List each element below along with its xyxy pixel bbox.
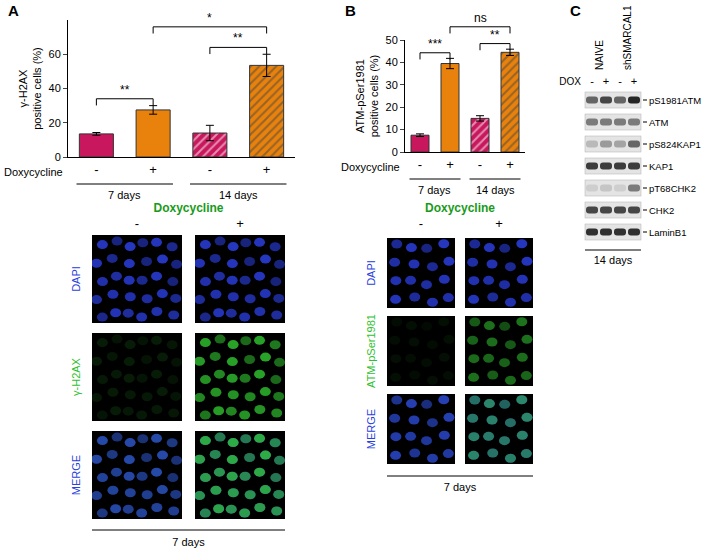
svg-text:MERGE: MERGE	[70, 455, 82, 495]
svg-text:30: 30	[386, 79, 398, 91]
svg-text:-: -	[135, 216, 139, 231]
svg-text:-: -	[419, 216, 423, 231]
svg-text:*: *	[207, 11, 212, 25]
svg-text:CHK2: CHK2	[649, 205, 674, 216]
svg-text:+: +	[236, 216, 244, 231]
svg-text:-: -	[418, 157, 422, 172]
svg-text:+: +	[263, 162, 271, 177]
svg-text:+: +	[446, 157, 454, 172]
svg-text:+: +	[149, 162, 157, 177]
svg-text:Doxycycline: Doxycycline	[425, 201, 495, 215]
svg-text:-: -	[94, 162, 98, 177]
svg-text:20: 20	[49, 117, 61, 129]
svg-text:-: -	[618, 75, 622, 87]
svg-text:LaminB1: LaminB1	[649, 227, 687, 238]
svg-text:+: +	[631, 75, 637, 87]
svg-text:0: 0	[392, 146, 398, 158]
svg-text:7 days: 7 days	[418, 184, 451, 196]
svg-text:γ-H2AX: γ-H2AX	[70, 357, 82, 396]
svg-text:DAPI: DAPI	[70, 266, 82, 292]
svg-text:ATM-pSer1981positive cells (%): ATM-pSer1981positive cells (%)	[354, 55, 380, 138]
svg-text:40: 40	[386, 56, 398, 68]
svg-text:14 days: 14 days	[219, 189, 258, 201]
svg-text:7 days: 7 days	[108, 189, 141, 201]
svg-text:**: **	[233, 31, 243, 45]
svg-text:pT68CHK2: pT68CHK2	[649, 183, 696, 194]
svg-text:DAPI: DAPI	[365, 260, 377, 286]
svg-text:-: -	[590, 75, 594, 87]
svg-text:50: 50	[386, 34, 398, 46]
svg-text:***: ***	[428, 37, 442, 51]
svg-text:NAIVE: NAIVE	[594, 40, 605, 70]
svg-text:-: -	[208, 162, 212, 177]
svg-text:B: B	[345, 2, 356, 19]
svg-text:DOX: DOX	[559, 76, 581, 87]
svg-text:A: A	[8, 2, 19, 19]
svg-text:**: **	[120, 83, 130, 97]
svg-text:-: -	[478, 157, 482, 172]
svg-text:pS1981ATM: pS1981ATM	[649, 95, 701, 106]
svg-text:+: +	[506, 157, 514, 172]
svg-text:ns: ns	[474, 11, 487, 25]
svg-text:γ-H2AXpositive cells (%): γ-H2AXpositive cells (%)	[17, 47, 43, 130]
svg-text:7 days: 7 days	[172, 536, 205, 548]
svg-text:+: +	[603, 75, 609, 87]
svg-text:14 days: 14 days	[594, 254, 633, 266]
svg-text:7 days: 7 days	[444, 481, 477, 493]
svg-text:ATM-pSer1981: ATM-pSer1981	[365, 314, 377, 388]
svg-text:MERGE: MERGE	[365, 409, 377, 449]
svg-text:14 days: 14 days	[476, 184, 515, 196]
svg-text:ATM: ATM	[649, 117, 668, 128]
svg-text:0: 0	[55, 151, 61, 163]
svg-text:C: C	[570, 2, 581, 19]
svg-text:60: 60	[49, 48, 61, 60]
svg-text:20: 20	[386, 101, 398, 113]
svg-text:**: **	[490, 28, 500, 42]
svg-text:Doxycycline: Doxycycline	[341, 161, 400, 173]
svg-text:+: +	[495, 216, 503, 231]
svg-text:40: 40	[49, 82, 61, 94]
svg-text:10: 10	[386, 123, 398, 135]
svg-text:Doxycycline: Doxycycline	[4, 166, 63, 178]
svg-text:Doxycycline: Doxycycline	[153, 201, 223, 215]
svg-text:shSMARCAL1: shSMARCAL1	[622, 5, 633, 70]
svg-text:KAP1: KAP1	[649, 161, 673, 172]
svg-text:pS824KAP1: pS824KAP1	[649, 139, 701, 150]
